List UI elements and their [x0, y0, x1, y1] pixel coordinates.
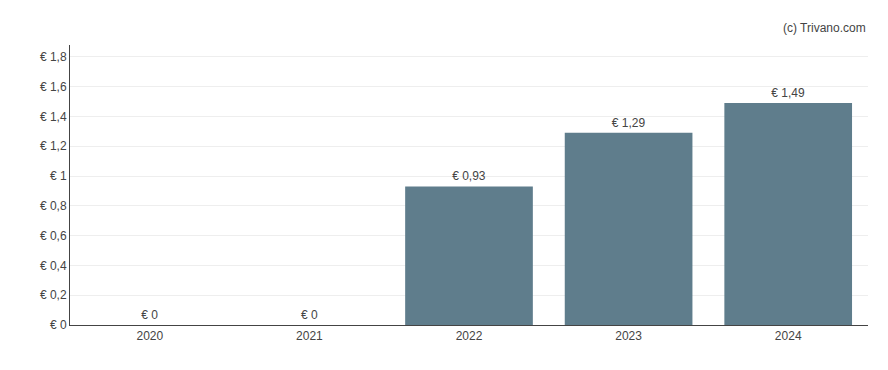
svg-text:2022: 2022: [456, 329, 483, 343]
svg-text:€ 0,2: € 0,2: [40, 288, 67, 302]
svg-text:2021: 2021: [296, 329, 323, 343]
svg-text:€ 1,29: € 1,29: [612, 116, 646, 130]
svg-text:€ 0,6: € 0,6: [40, 229, 67, 243]
svg-text:€ 1,6: € 1,6: [40, 80, 67, 94]
svg-text:€ 1: € 1: [50, 169, 67, 183]
svg-text:2023: 2023: [615, 329, 642, 343]
svg-text:€ 0: € 0: [301, 308, 318, 322]
svg-text:€ 1,8: € 1,8: [40, 50, 67, 64]
svg-text:€ 1,4: € 1,4: [40, 110, 67, 124]
svg-text:€ 0,93: € 0,93: [452, 169, 486, 183]
svg-text:€ 1,2: € 1,2: [40, 139, 67, 153]
svg-text:2024: 2024: [775, 329, 802, 343]
svg-text:€ 0: € 0: [141, 308, 158, 322]
svg-text:(c) Trivano.com: (c) Trivano.com: [783, 21, 866, 35]
svg-text:2020: 2020: [136, 329, 163, 343]
svg-text:€ 0,4: € 0,4: [40, 259, 67, 273]
svg-text:€ 0: € 0: [50, 318, 67, 332]
svg-text:€ 0,8: € 0,8: [40, 199, 67, 213]
svg-text:€ 1,49: € 1,49: [771, 86, 805, 100]
